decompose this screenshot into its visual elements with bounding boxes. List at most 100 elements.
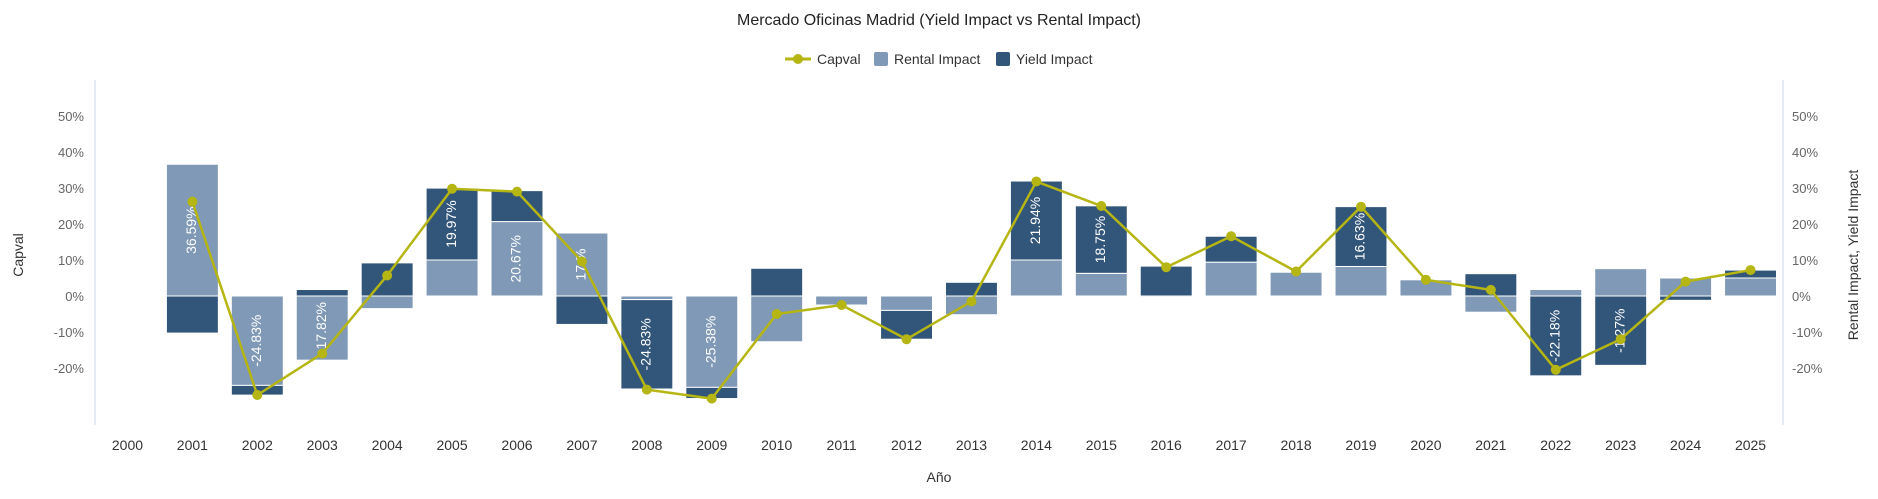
x-tick: 2004 [372,437,403,453]
capval-point[interactable] [1680,276,1691,287]
rental-impact-bar[interactable] [880,295,934,311]
data-label: 21.94% [1027,197,1043,244]
x-tick: 2022 [1540,437,1571,453]
x-tick: 2021 [1475,437,1506,453]
capval-point[interactable] [1420,274,1431,285]
y-tick-left: 0% [65,289,84,304]
y-axis-right-ticks: 50% 40% 30% 20% 10% 0% -10% -20% [1792,109,1823,376]
rental-impact-bar[interactable] [165,163,219,297]
data-label: -22.18% [1546,310,1562,362]
capval-point[interactable] [706,393,717,404]
rental-impact-bar[interactable] [1204,261,1258,297]
rental-impact-bar[interactable] [490,221,544,297]
rental-impact-bar[interactable] [1074,272,1128,297]
x-tick: 2024 [1670,437,1701,453]
capval-point[interactable] [1615,334,1626,345]
y-tick-right: -20% [1792,361,1823,376]
rental-impact-bar[interactable] [685,295,739,388]
yield-impact-bar[interactable] [555,295,609,325]
legend-label-yield-impact: Yield Impact [1016,51,1093,67]
x-tick: 2013 [956,437,987,453]
capval-point[interactable] [512,186,522,197]
y-tick-right: 10% [1792,253,1818,268]
capval-point[interactable] [1096,201,1107,211]
x-tick: 2020 [1410,437,1441,453]
rental-impact-bar[interactable] [1724,277,1778,297]
y-tick-right: 30% [1792,181,1818,196]
rental-impact-bar[interactable] [1594,268,1648,297]
data-label: -24.83% [638,318,654,370]
capval-point[interactable] [836,300,847,310]
yield-impact-bar[interactable] [165,295,219,334]
rental-impact-bar[interactable] [1464,295,1518,313]
data-label: -1.27% [1611,309,1627,353]
yield-impact-bar[interactable] [1659,295,1713,301]
x-tick: 2005 [436,437,467,453]
rental-impact-bar[interactable] [295,295,349,361]
x-tick: 2008 [631,437,662,453]
capval-point[interactable] [1226,231,1237,242]
capval-point[interactable] [382,270,393,281]
x-tick: 2012 [891,437,922,453]
yield-impact-bar[interactable] [944,281,998,297]
rental-impact-bar[interactable] [1334,265,1388,297]
legend-item-rental-impact[interactable]: Rental Impact [874,51,980,67]
capval-point[interactable] [1550,364,1561,375]
data-label: 16.63% [1352,213,1368,260]
rental-impact-bar[interactable] [1529,289,1583,297]
capval-point[interactable] [252,390,263,400]
rental-impact-bar[interactable] [620,295,674,301]
legend-yield-impact-swatch [996,52,1010,66]
y-axis-right-title: Rental Impact, Yield Impact [1845,170,1861,341]
yield-impact-bar[interactable] [1594,295,1648,366]
capval-point[interactable] [447,183,458,194]
x-tick: 2025 [1735,437,1766,453]
capval-point[interactable] [966,296,977,307]
capval-point[interactable] [1356,201,1366,212]
x-tick: 2002 [242,437,273,453]
capval-point[interactable] [901,334,912,345]
data-label: 19.97% [443,200,459,247]
capval-point[interactable] [187,196,198,207]
x-tick: 2011 [827,437,857,453]
data-label: -24.83% [248,315,264,367]
capval-point[interactable] [1745,265,1756,276]
rental-impact-bar[interactable] [425,259,479,297]
rental-impact-bar[interactable] [1009,259,1063,297]
y-tick-left: 30% [58,181,84,196]
x-tick: 2007 [566,437,597,453]
y-axis-left-title: Capval [10,233,26,277]
x-tick: 2017 [1216,437,1247,453]
x-tick: 2019 [1345,437,1376,453]
capval-point[interactable] [1291,266,1302,277]
x-axis-title: Año [927,469,952,485]
legend-item-capval[interactable]: Capval [785,51,861,67]
yield-impact-bar[interactable] [295,289,349,297]
y-tick-left: -20% [54,361,85,376]
legend-label-rental-impact: Rental Impact [894,51,980,67]
y-tick-left: 50% [58,109,84,124]
capval-point[interactable] [1485,284,1496,295]
y-tick-left: 40% [58,145,84,160]
yield-impact-bar[interactable] [1074,205,1128,274]
legend-rental-impact-swatch [874,52,888,66]
x-tick: 2018 [1280,437,1311,453]
capval-point[interactable] [641,384,652,395]
yield-impact-bar[interactable] [620,299,674,390]
yield-impact-bar[interactable] [360,262,414,297]
legend-label-capval: Capval [817,51,861,67]
yield-impact-bar[interactable] [1009,180,1063,261]
data-label: 20.67% [508,235,524,282]
capval-point[interactable] [576,256,587,267]
capval-point[interactable] [1031,176,1042,187]
y-tick-left: 10% [58,253,84,268]
capval-point[interactable] [1161,262,1172,273]
capval-line-series [187,176,1756,404]
capval-point[interactable] [771,309,782,319]
legend-item-yield-impact[interactable]: Yield Impact [996,51,1093,67]
capval-point[interactable] [317,348,328,359]
data-label: 36.59% [183,206,199,253]
x-tick: 2010 [761,437,792,453]
yield-impact-bar[interactable] [750,267,804,297]
